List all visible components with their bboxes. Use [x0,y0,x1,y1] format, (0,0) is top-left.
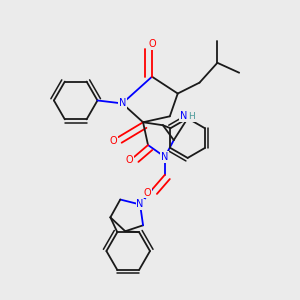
Text: O: O [125,155,133,165]
Text: N: N [136,200,144,209]
Text: O: O [110,136,117,146]
Text: N: N [180,111,188,121]
Text: H: H [188,112,195,121]
Text: N: N [118,98,126,108]
Text: O: O [143,188,151,198]
Text: O: O [148,39,156,49]
Text: N: N [161,152,169,162]
